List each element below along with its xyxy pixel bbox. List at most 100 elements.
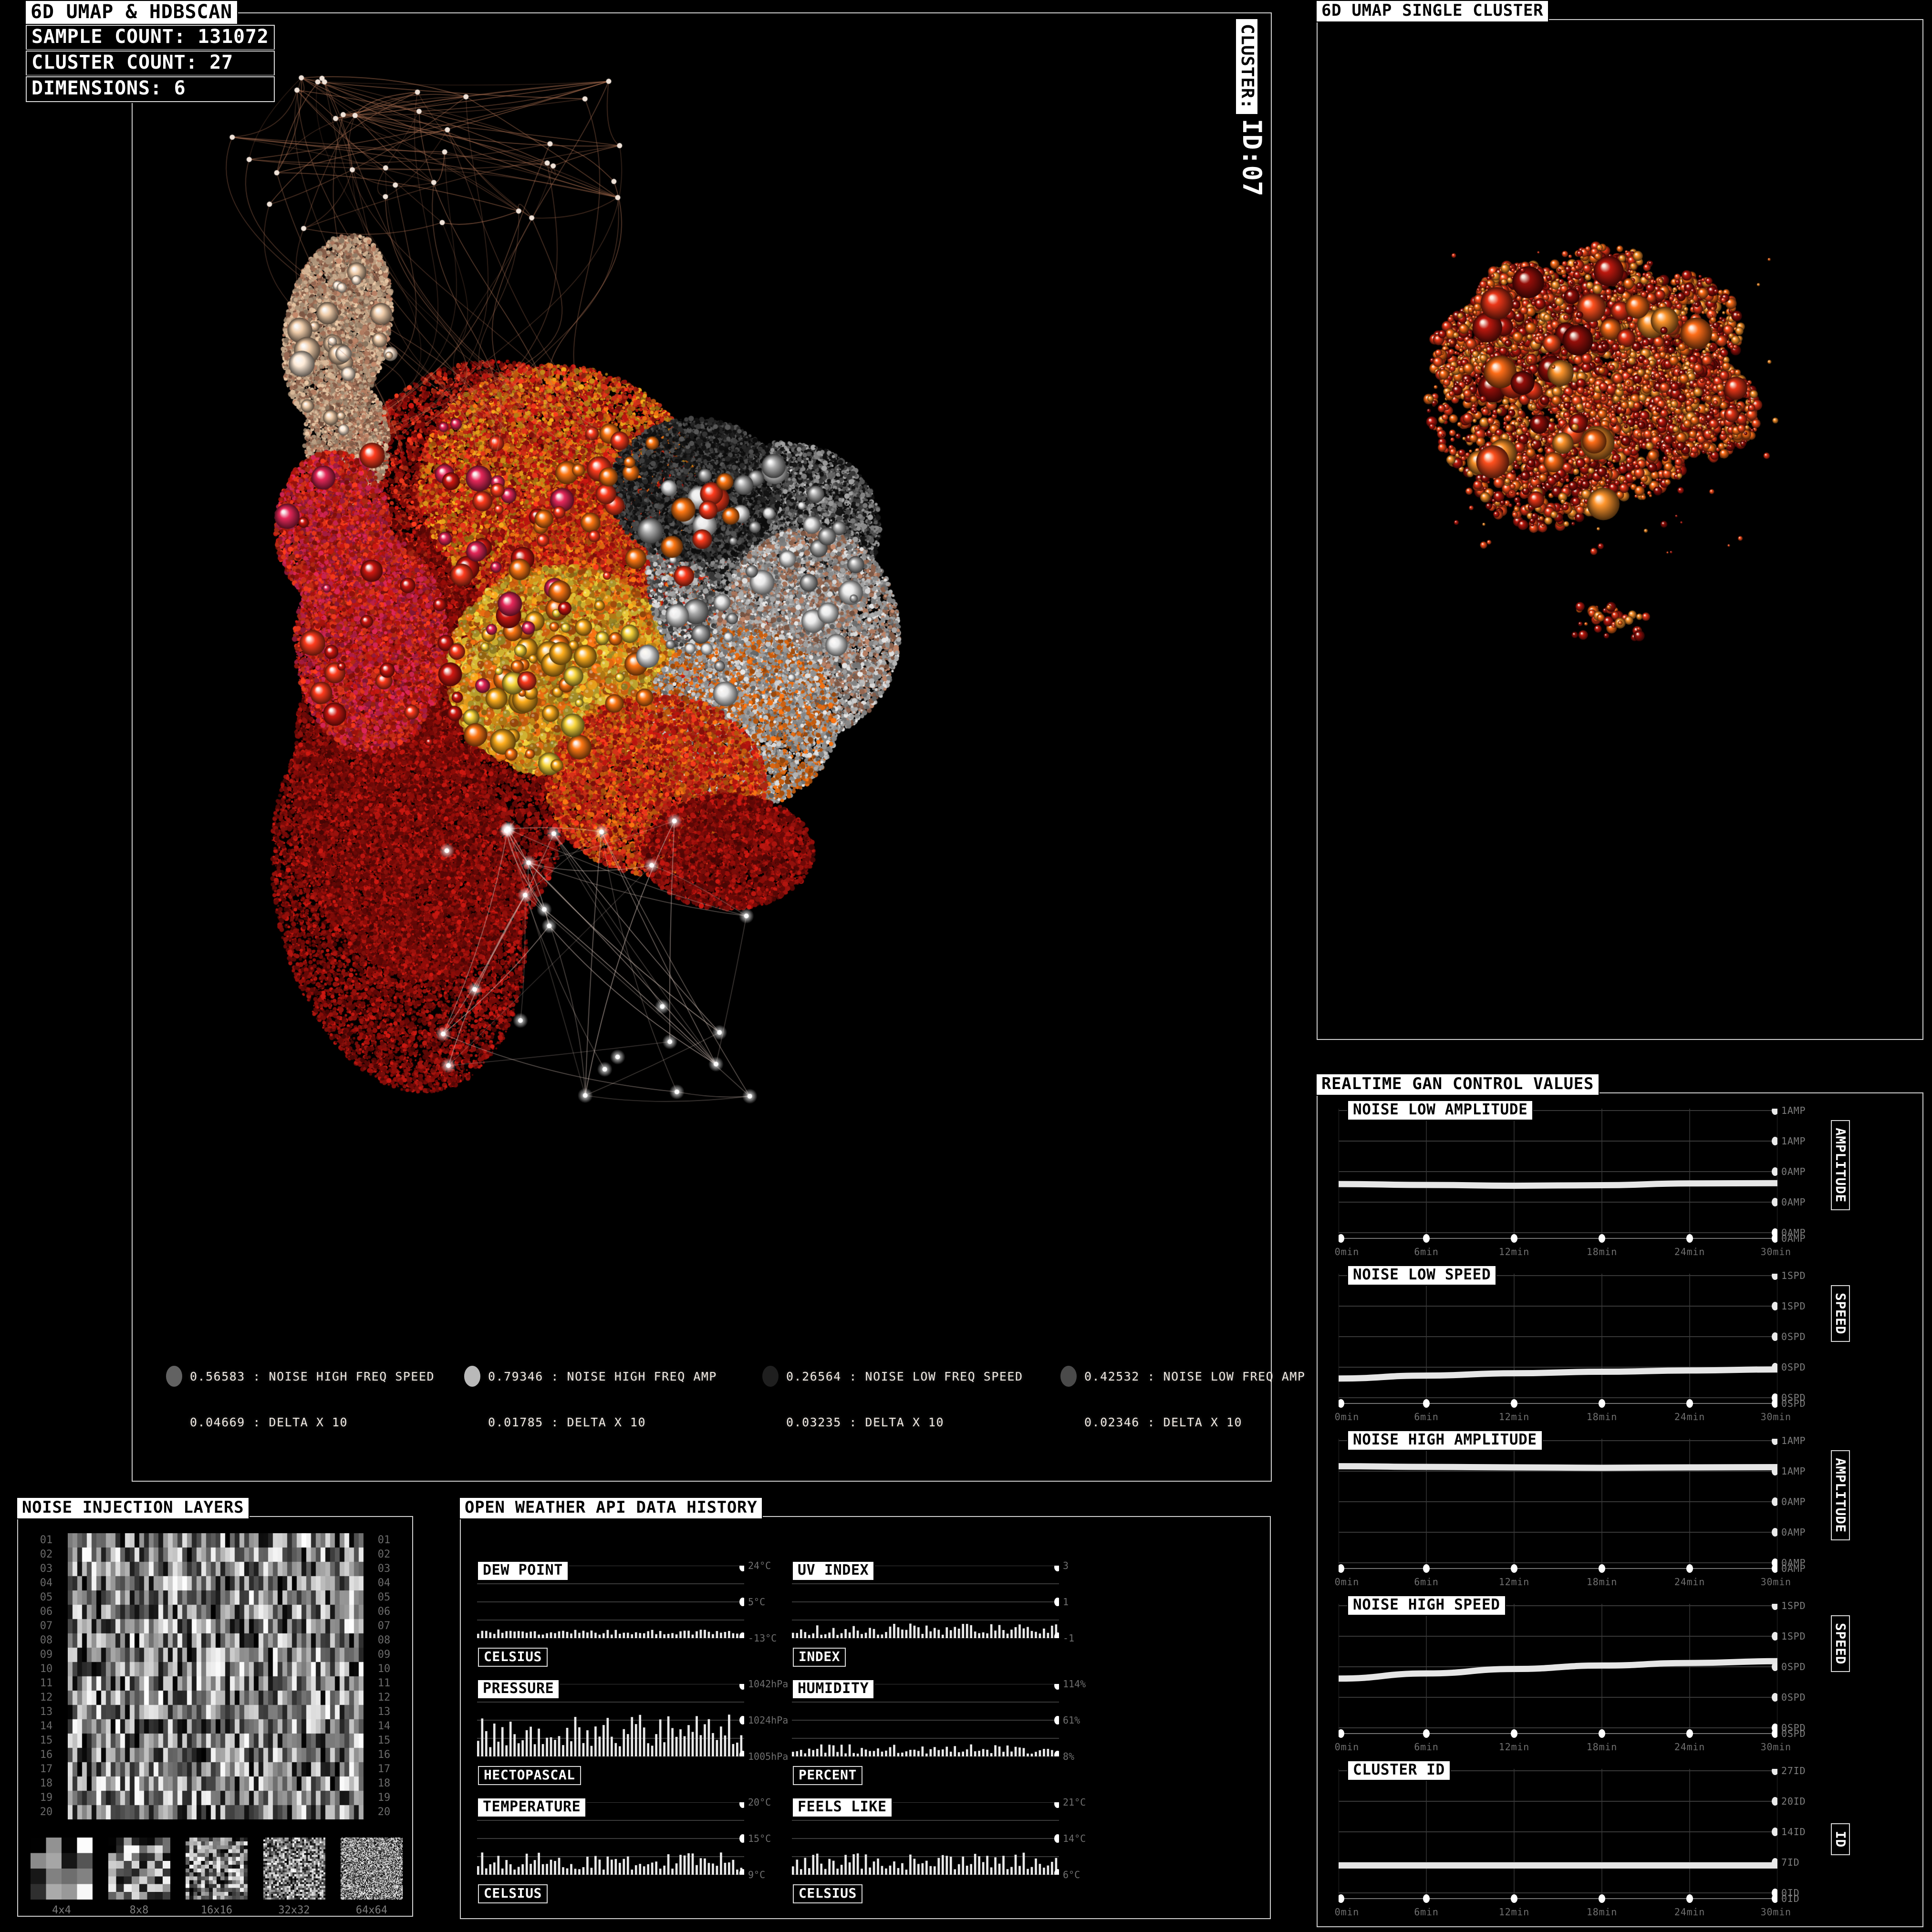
- noise-row-number: 13: [40, 1706, 53, 1718]
- umap-plot-area[interactable]: 0.56583 : NOISE HIGH FREQ SPEED 0.79346 …: [132, 12, 1305, 1482]
- gan-chart-label: CLUSTER ID: [1348, 1761, 1450, 1780]
- gan-y-tick: 1SPD: [1781, 1300, 1806, 1312]
- noise-row-numbers-right: 01 02 03 04 05 06 07 08 09 10 11 12 13 14 15 16 17 18 19 20: [367, 1533, 401, 1819]
- noise-row-number: 01: [40, 1534, 53, 1546]
- noise-row-number: 11: [40, 1677, 53, 1689]
- gan-y-tick: 20ID: [1781, 1796, 1806, 1807]
- gan-x-tick: 12min: [1498, 1576, 1530, 1588]
- noise-row-numbers-left: 01 02 03 04 05 06 07 08 09 10 11 12 13 14 15 16 17 18 19 20: [30, 1533, 63, 1819]
- legend-delta-item: 0.04669 : DELTA X 10: [166, 1415, 464, 1429]
- single-cluster-plot-area[interactable]: [1317, 19, 1923, 1040]
- gan-x-tick: 18min: [1586, 1741, 1618, 1753]
- noise-thumbnail[interactable]: 64x64: [341, 1838, 403, 1916]
- noise-heatmap-canvas[interactable]: [68, 1533, 364, 1819]
- weather-panel-title: OPEN WEATHER API DATA HISTORY: [460, 1498, 762, 1518]
- gan-y-tick: 7ID: [1781, 1857, 1800, 1868]
- noise-row-number: 06: [40, 1606, 53, 1618]
- gan-x-tick: 0min: [1334, 1246, 1360, 1257]
- gan-x-tick: 6min: [1414, 1411, 1439, 1423]
- stat-cluster-count: CLUSTER COUNT: 27: [26, 51, 275, 76]
- noise-row-number: 11: [377, 1677, 391, 1689]
- gan-x-tick: 24min: [1674, 1246, 1705, 1257]
- gan-y-tick: 0SPD: [1781, 1361, 1806, 1373]
- single-cluster-scatter-canvas[interactable]: [1318, 20, 1922, 1039]
- noise-row-number: 20: [377, 1806, 391, 1818]
- noise-heatmap[interactable]: [68, 1533, 364, 1819]
- weather-plot-area[interactable]: [792, 1802, 1059, 1875]
- gan-plot-area[interactable]: [1339, 1274, 1777, 1408]
- weather-cell-2: 1042hPa 1024hPa 1005hPa PRESSURE HECTOPASCAL: [472, 1677, 806, 1797]
- weather-plot-area[interactable]: [477, 1684, 744, 1756]
- gan-x-tick: 18min: [1586, 1411, 1618, 1423]
- gan-y-tick-baseline: 0SPD: [1781, 1398, 1806, 1409]
- noise-row-number: 18: [40, 1777, 53, 1789]
- weather-metric-name: DEW POINT: [478, 1562, 568, 1580]
- gan-y-tick: 27ID: [1781, 1765, 1806, 1776]
- weather-metric-unit: INDEX: [793, 1648, 846, 1667]
- gan-y-tick: 1AMP: [1781, 1465, 1806, 1477]
- gan-plot-area[interactable]: [1339, 1439, 1777, 1573]
- weather-plot-area[interactable]: [477, 1802, 744, 1875]
- noise-thumbnail[interactable]: 16x16: [186, 1838, 248, 1916]
- noise-row-number: 12: [40, 1692, 53, 1703]
- legend-delta-label: 0.01785 : DELTA X 10: [488, 1415, 646, 1429]
- gan-x-tick: 0min: [1334, 1741, 1360, 1753]
- weather-y-tick: 1005hPa: [748, 1751, 789, 1762]
- noise-thumbnail-label: 32x32: [278, 1904, 310, 1916]
- weather-plot-area[interactable]: [792, 1566, 1059, 1638]
- gan-charts-area: 1AMP 1AMP 0AMP 0AMP 0AMP 0AMP 0min 6min 12min 18m…: [1317, 1092, 1923, 1927]
- legend-item: 0.79346 : NOISE HIGH FREQ AMP: [464, 1366, 762, 1387]
- gan-y-tick-baseline: 0SPD: [1781, 1728, 1806, 1739]
- gan-x-tick: 18min: [1586, 1906, 1618, 1918]
- noise-thumbnail-label: 4x4: [52, 1904, 71, 1916]
- gan-y-tick: 0ID: [1781, 1887, 1800, 1899]
- weather-metric-name: UV INDEX: [793, 1562, 874, 1580]
- stat-dimensions: DIMENSIONS: 6: [26, 76, 275, 102]
- gan-y-tick: 0AMP: [1781, 1166, 1806, 1177]
- legend-delta-item: 0.02346 : DELTA X 10: [1060, 1415, 1359, 1429]
- gan-y-tick: 0AMP: [1781, 1557, 1806, 1568]
- weather-y-tick: 1042hPa: [748, 1678, 789, 1690]
- legend-delta-label: 0.02346 : DELTA X 10: [1084, 1415, 1243, 1429]
- noise-thumbnail[interactable]: 8x8: [108, 1838, 170, 1916]
- gan-x-tick: 24min: [1674, 1741, 1705, 1753]
- gan-x-tick: 30min: [1760, 1741, 1791, 1753]
- weather-y-tick: 6°C: [1063, 1869, 1080, 1880]
- gan-y-tick: 1AMP: [1781, 1135, 1806, 1147]
- gan-chart-label: NOISE HIGH AMPLITUDE: [1348, 1431, 1542, 1450]
- weather-y-tick: 21°C: [1063, 1797, 1086, 1808]
- noise-row-number: 04: [40, 1577, 53, 1589]
- stat-sample-count: SAMPLE COUNT: 131072: [26, 25, 275, 51]
- gan-plot-area[interactable]: [1339, 1604, 1777, 1738]
- weather-plot-area[interactable]: [477, 1566, 744, 1638]
- gan-plot-area[interactable]: [1339, 1769, 1777, 1903]
- gan-axis-unit: SPEED: [1830, 1615, 1850, 1672]
- umap-scatter-canvas[interactable]: [133, 13, 1271, 1481]
- gan-chart-0: 1AMP 1AMP 0AMP 0AMP 0AMP 0AMP 0min 6min 12min 18m…: [1335, 1101, 1854, 1257]
- noise-thumbnail[interactable]: 32x32: [263, 1838, 325, 1916]
- cluster-tag-value: ID:07: [1236, 114, 1268, 201]
- gan-x-tick: 12min: [1498, 1246, 1530, 1257]
- noise-thumbnail-canvas: [108, 1838, 170, 1900]
- gan-chart-2: 1AMP 1AMP 0AMP 0AMP 0AMP 0AMP 0min 6min 12min 18m…: [1335, 1431, 1854, 1588]
- legend-delta-item: 0.01785 : DELTA X 10: [464, 1415, 762, 1429]
- weather-y-tick: 61%: [1063, 1714, 1080, 1726]
- noise-thumbnail-label: 16x16: [200, 1904, 233, 1916]
- legend-item: 0.56583 : NOISE HIGH FREQ SPEED: [166, 1366, 464, 1387]
- weather-cell-4: 20°C 15°C 9°C TEMPERATURE CELSIUS: [472, 1796, 806, 1915]
- weather-plot-area[interactable]: [792, 1684, 1059, 1756]
- gan-x-tick: 24min: [1674, 1906, 1705, 1918]
- noise-row-number: 09: [377, 1649, 391, 1661]
- legend-item: 0.26564 : NOISE LOW FREQ SPEED: [762, 1366, 1060, 1387]
- gan-plot-area[interactable]: [1339, 1109, 1777, 1243]
- noise-row-number: 19: [40, 1792, 53, 1804]
- gan-x-tick: 30min: [1760, 1906, 1791, 1918]
- weather-y-tick: 114%: [1063, 1678, 1086, 1690]
- gan-y-tick: 0SPD: [1781, 1331, 1806, 1342]
- gan-x-tick: 6min: [1414, 1246, 1439, 1257]
- noise-thumbnail[interactable]: 4x4: [31, 1838, 93, 1916]
- noise-thumbnail-canvas: [263, 1838, 325, 1900]
- gan-x-tick: 0min: [1334, 1906, 1360, 1918]
- gan-axis-unit: ID: [1830, 1823, 1850, 1855]
- weather-y-tick: 8%: [1063, 1751, 1075, 1762]
